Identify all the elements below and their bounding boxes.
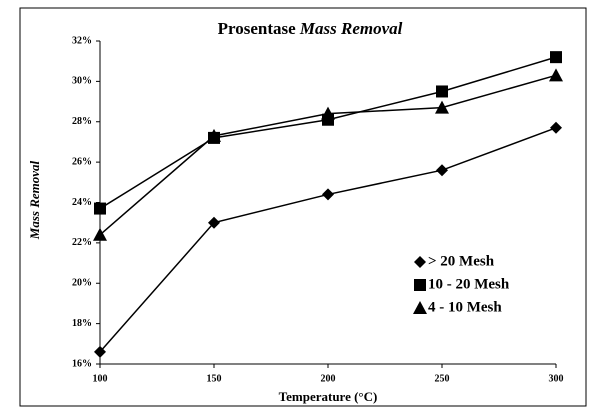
legend-label: 10 - 20 Mesh [428,276,510,292]
title-plain: Prosentase [218,19,297,38]
marker-square [94,202,106,215]
marker-triangle [207,128,221,142]
marker-triangle [435,100,449,114]
y-tick-label: 28% [72,116,92,127]
y-tick-label: 24% [72,197,92,208]
marker-triangle [93,227,107,241]
title-italic: Mass Removal [299,19,403,38]
marker-square [414,279,426,291]
x-tick-label: 250 [435,373,450,384]
y-tick-label: 16% [72,358,92,369]
legend-label: 4 - 10 Mesh [428,299,502,315]
x-axis-label: Temperature (°C) [279,389,378,404]
marker-square [436,85,448,98]
x-tick-label: 200 [321,373,336,384]
legend-label: > 20 Mesh [428,253,495,269]
marker-diamond [550,121,562,134]
y-tick-label: 30% [72,76,92,87]
y-tick-label: 20% [72,278,92,289]
marker-diamond [322,188,334,201]
chart-frame [19,7,587,407]
marker-diamond [94,345,106,358]
x-tick-label: 150 [207,373,222,384]
marker-diamond [436,164,448,177]
marker-triangle [321,106,335,120]
chart-title: Prosentase Mass Removal [218,19,403,38]
marker-diamond [208,216,220,229]
marker-triangle [413,301,427,314]
marker-diamond [414,256,426,268]
x-tick-label: 300 [549,373,564,384]
y-tick-label: 18% [72,318,92,329]
y-tick-label: 26% [72,156,92,167]
y-tick-label: 22% [72,237,92,248]
marker-triangle [549,68,563,82]
y-tick-label: 32% [72,35,92,46]
x-tick-label: 100 [93,373,108,384]
marker-square [550,51,562,64]
y-axis-label: Mass Removal [27,160,42,240]
